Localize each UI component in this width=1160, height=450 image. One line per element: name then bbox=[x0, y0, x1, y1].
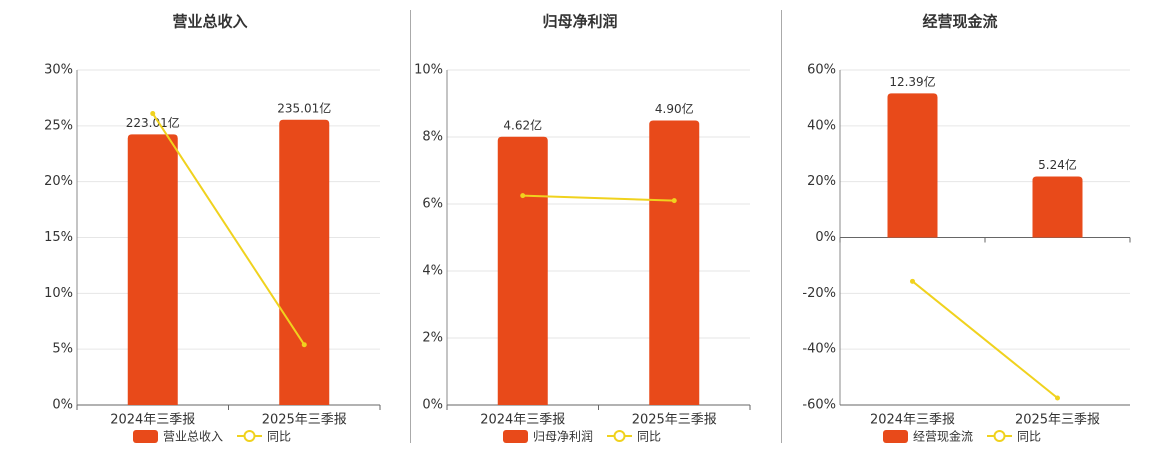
x-tick-label: 2024年三季报 bbox=[870, 413, 955, 428]
x-tick-label: 2024年三季报 bbox=[110, 413, 195, 428]
bar bbox=[1032, 176, 1083, 238]
y-tick-label: 0% bbox=[422, 398, 443, 413]
line-point bbox=[150, 111, 156, 117]
y-tick-label: -40% bbox=[802, 342, 836, 357]
legend-swatch bbox=[613, 430, 626, 442]
y-tick-label: 60% bbox=[807, 63, 836, 78]
y-tick-label: 30% bbox=[44, 63, 73, 78]
bar-value-label: 4.90亿 bbox=[655, 101, 694, 116]
legend-swatch bbox=[503, 430, 528, 443]
y-tick-label: 20% bbox=[807, 174, 836, 189]
y-tick-label: 2% bbox=[422, 331, 443, 346]
y-tick-label: 8% bbox=[422, 130, 443, 145]
y-tick-label: 20% bbox=[44, 174, 73, 189]
line-point bbox=[910, 278, 915, 284]
y-tick-label: 0% bbox=[815, 230, 836, 245]
y-tick-label: 4% bbox=[422, 264, 443, 279]
chart-title: 营业总收入 bbox=[172, 13, 247, 31]
legend-label: 归母净利润 bbox=[533, 430, 593, 444]
line-point bbox=[1055, 395, 1060, 401]
bar bbox=[649, 120, 700, 406]
bar-value-label: 5.24亿 bbox=[1038, 157, 1077, 172]
line bbox=[522, 194, 675, 202]
y-tick-label: 25% bbox=[44, 118, 73, 133]
bar-value-label: 235.01亿 bbox=[277, 100, 331, 115]
legend-label: 营业总收入 bbox=[163, 430, 223, 444]
legend-swatch bbox=[243, 430, 256, 442]
x-tick-label: 2025年三季报 bbox=[262, 413, 347, 428]
y-tick-label: 6% bbox=[422, 197, 443, 212]
y-tick-label: 0% bbox=[52, 398, 73, 413]
bar-value-label: 223.01亿 bbox=[126, 115, 180, 130]
bar bbox=[497, 136, 548, 405]
bar-value-label: 4.62亿 bbox=[503, 117, 542, 132]
line-point bbox=[671, 198, 677, 204]
y-tick-label: -60% bbox=[802, 398, 836, 413]
line-point bbox=[520, 193, 526, 199]
chart-title: 经营现金流 bbox=[922, 13, 997, 31]
bar bbox=[127, 134, 178, 405]
bar bbox=[279, 119, 330, 406]
x-tick-label: 2024年三季报 bbox=[480, 413, 565, 428]
y-tick-label: 40% bbox=[807, 118, 836, 133]
legend-swatch bbox=[993, 430, 1006, 442]
legend-label: 同比 bbox=[1017, 430, 1041, 444]
legend-swatch bbox=[133, 430, 158, 443]
legend-label: 同比 bbox=[267, 430, 291, 444]
bar-value-label: 12.39亿 bbox=[889, 74, 935, 89]
line bbox=[911, 280, 1059, 399]
x-tick-label: 2025年三季报 bbox=[632, 413, 717, 428]
y-tick-label: 10% bbox=[44, 286, 73, 301]
legend-label: 经营现金流 bbox=[913, 429, 973, 444]
y-tick-label: -20% bbox=[802, 286, 836, 301]
x-tick-label: 2025年三季报 bbox=[1015, 413, 1100, 428]
y-tick-label: 5% bbox=[52, 342, 73, 357]
bar bbox=[887, 93, 938, 238]
line bbox=[151, 113, 306, 346]
line-point bbox=[301, 342, 307, 348]
legend-swatch bbox=[883, 430, 908, 443]
chart-title: 归母净利润 bbox=[542, 13, 617, 31]
y-tick-label: 10% bbox=[414, 63, 443, 78]
legend-label: 同比 bbox=[637, 430, 661, 444]
y-tick-label: 15% bbox=[44, 230, 73, 245]
